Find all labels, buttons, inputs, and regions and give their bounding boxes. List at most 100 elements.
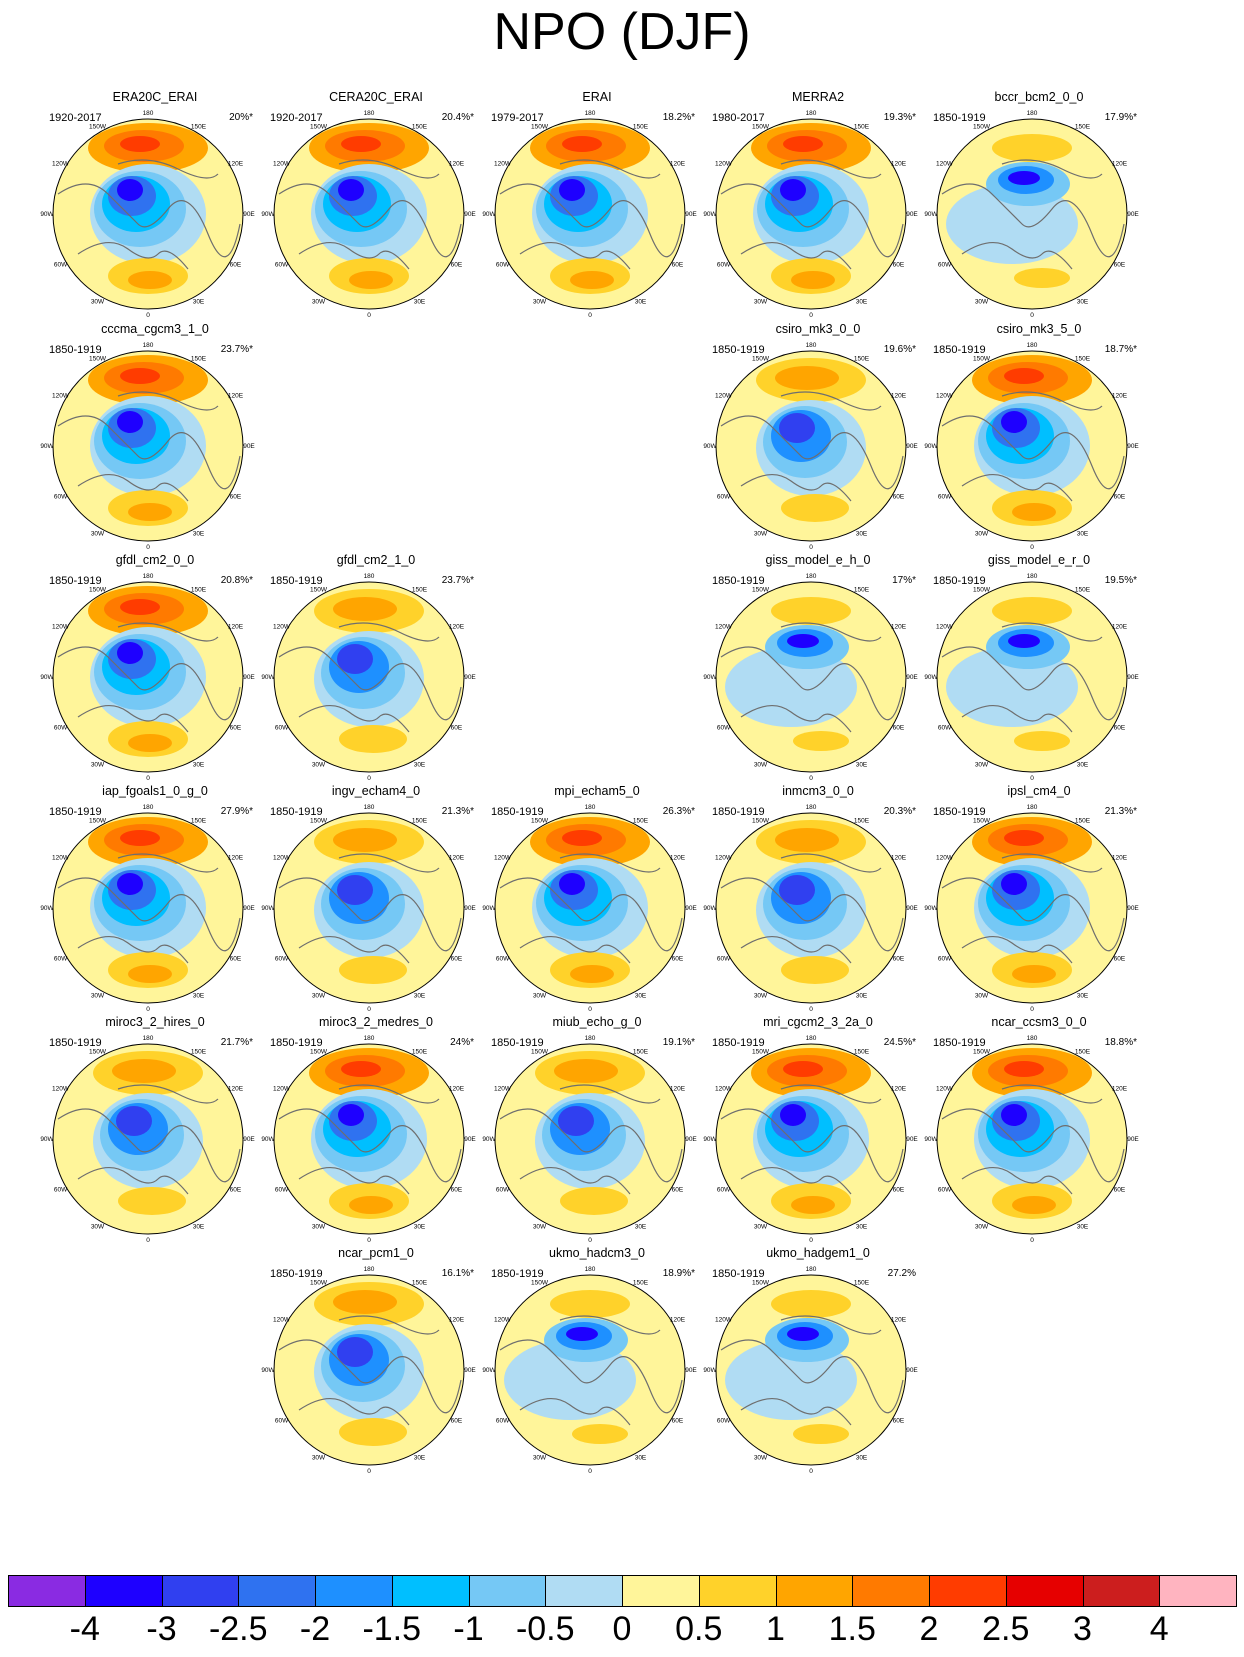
panel-model-name: CERA20C_ERAI xyxy=(329,90,423,104)
polar-map: 180 150E 120E 90E 60E 30E 0 30W 60W 90W 120W 150W xyxy=(261,1035,476,1244)
longitude-label: 150E xyxy=(854,818,870,825)
longitude-label: 60W xyxy=(938,725,952,732)
longitude-label: 150W xyxy=(310,1280,328,1287)
longitude-label: 30E xyxy=(193,992,205,999)
anomaly-contour xyxy=(333,1290,397,1314)
panel-period: 1850-1919 xyxy=(712,806,765,818)
panel-variance-percent: 19.6%* xyxy=(883,344,916,355)
anomaly-contour xyxy=(1012,1196,1056,1214)
anomaly-contour xyxy=(333,597,397,621)
longitude-label: 90E xyxy=(243,443,255,450)
longitude-label: 60E xyxy=(672,1187,684,1194)
longitude-label: 90W xyxy=(703,211,717,218)
longitude-label: 150E xyxy=(412,1280,428,1287)
longitude-label: 150E xyxy=(412,587,428,594)
colorbar-swatch xyxy=(391,1575,470,1607)
longitude-label: 120W xyxy=(52,1086,70,1093)
longitude-label: 60W xyxy=(717,1187,731,1194)
polar-map: 180 150E 120E 90E 60E 30E 0 30W 60W 90W 120W 150W xyxy=(703,110,918,319)
longitude-label: 120E xyxy=(1112,393,1128,400)
longitude-label: 180 xyxy=(806,110,817,117)
polar-map: 180 150E 120E 90E 60E 30E 0 30W 60W 90W 120W 150W xyxy=(482,1035,697,1244)
longitude-label: 60E xyxy=(893,956,905,963)
panel-period: 1850-1919 xyxy=(933,806,986,818)
panel-model-name: ipsl_cm4_0 xyxy=(1007,784,1071,798)
longitude-label: 150E xyxy=(633,124,649,131)
panel-variance-percent: 20%* xyxy=(229,112,253,123)
longitude-label: 180 xyxy=(364,110,375,117)
longitude-label: 180 xyxy=(585,1035,596,1042)
longitude-label: 150W xyxy=(973,124,991,131)
anomaly-contour xyxy=(558,1106,594,1136)
panel-variance-percent: 26.3%* xyxy=(662,806,695,817)
longitude-label: 30E xyxy=(856,298,868,305)
longitude-label: 60W xyxy=(496,956,510,963)
panel-model-name: ncar_pcm1_0 xyxy=(338,1246,414,1260)
longitude-label: 120E xyxy=(449,1317,465,1324)
panel-variance-percent: 27.2% xyxy=(887,1268,916,1279)
polar-map: 180 150E 120E 90E 60E 30E 0 30W 60W 90W 120W 150W xyxy=(703,342,918,551)
longitude-label: 150W xyxy=(310,1049,328,1056)
anomaly-contour xyxy=(339,956,407,984)
panel-variance-percent: 24.5%* xyxy=(883,1037,916,1048)
longitude-label: 90E xyxy=(243,211,255,218)
panel-period: 1850-1919 xyxy=(49,575,102,587)
anomaly-contour xyxy=(992,134,1072,162)
panel-model-name: ukmo_hadcm3_0 xyxy=(549,1246,645,1260)
map-border xyxy=(936,350,1128,542)
longitude-label: 30E xyxy=(856,1223,868,1230)
anomaly-contour xyxy=(349,271,393,289)
panel-model-name: csiro_mk3_5_0 xyxy=(996,322,1082,336)
longitude-label: 120E xyxy=(449,161,465,168)
coastline xyxy=(941,622,1125,733)
longitude-label: 90E xyxy=(464,1136,476,1143)
panel-variance-percent: 21.3%* xyxy=(1104,806,1137,817)
longitude-label: 180 xyxy=(585,804,596,811)
longitude-label: 180 xyxy=(364,1266,375,1273)
longitude-label: 90W xyxy=(924,674,938,681)
map-panel: miub_echo_g_0 1850-1919 19.1%* 180 150E 120E 9… xyxy=(482,1015,707,1253)
panel-variance-percent: 18.2%* xyxy=(662,112,695,123)
panel-model-name: MERRA2 xyxy=(791,90,845,104)
coastline xyxy=(720,1084,904,1195)
longitude-label: 120E xyxy=(891,1317,907,1324)
coastline xyxy=(499,1315,683,1426)
longitude-label: 90W xyxy=(482,1367,496,1374)
panel-variance-percent: 21.3%* xyxy=(441,806,474,817)
panel-variance-percent: 20.4%* xyxy=(441,112,474,123)
map-border xyxy=(715,581,907,773)
panel-period: 1850-1919 xyxy=(270,1037,323,1049)
longitude-label: 90W xyxy=(703,1367,717,1374)
longitude-label: 150E xyxy=(854,356,870,363)
panel-variance-percent: 19.1%* xyxy=(662,1037,695,1048)
anomaly-contour xyxy=(559,873,585,895)
longitude-label: 60E xyxy=(893,262,905,269)
anomaly-contour xyxy=(1014,731,1070,751)
longitude-label: 60E xyxy=(672,956,684,963)
panel-variance-percent: 17.9%* xyxy=(1104,112,1137,123)
panel-period: 1850-1919 xyxy=(712,1268,765,1280)
panel-variance-percent: 20.3%* xyxy=(883,806,916,817)
coastline xyxy=(720,853,904,964)
longitude-label: 180 xyxy=(585,1266,596,1273)
anomaly-contour xyxy=(1001,873,1027,895)
longitude-label: 60W xyxy=(54,494,68,501)
longitude-label: 60W xyxy=(275,262,289,269)
longitude-label: 150E xyxy=(191,1049,207,1056)
coastline xyxy=(57,853,241,964)
longitude-label: 120W xyxy=(273,855,291,862)
longitude-label: 180 xyxy=(806,342,817,349)
map-panel: giss_model_e_h_0 1850-1919 17%* 180 150E 120E… xyxy=(703,553,928,791)
panel-variance-percent: 23.7%* xyxy=(220,344,253,355)
longitude-label: 0 xyxy=(146,544,150,551)
map-panel: mpi_echam5_0 1850-1919 26.3%* 180 150E 120E 90… xyxy=(482,784,707,1022)
anomaly-contour xyxy=(117,411,143,433)
longitude-label: 0 xyxy=(367,1237,371,1244)
longitude-label: 120E xyxy=(891,855,907,862)
longitude-label: 120E xyxy=(228,1086,244,1093)
longitude-label: 0 xyxy=(588,1237,592,1244)
longitude-label: 0 xyxy=(367,775,371,782)
map-border xyxy=(52,118,244,310)
map-panel: bccr_bcm2_0_0 1850-1919 17.9%* 180 150E 120E 9… xyxy=(924,90,1149,328)
panel-model-name: ukmo_hadgem1_0 xyxy=(766,1246,870,1260)
